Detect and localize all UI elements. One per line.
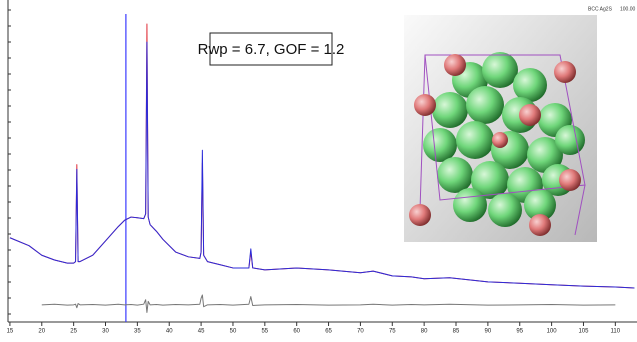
- x-tick-label: 100: [547, 329, 558, 335]
- chart: 15 20 25 30 35 40 45 50 55 60 65 70 75 80 85 90 95 100 105…: [0, 0, 637, 337]
- x-tick-label: 90: [485, 329, 492, 335]
- x-tick-label: 20: [38, 329, 45, 335]
- x-tick-label: 75: [389, 329, 396, 335]
- x-tick-label: 45: [198, 329, 205, 335]
- x-tick-label: 30: [102, 329, 109, 335]
- x-tick-label: 60: [293, 329, 300, 335]
- x-tick-label: 15: [7, 329, 14, 335]
- page: {"chart_data": { "type": "line", "annota…: [0, 0, 637, 337]
- x-tick-label: 80: [421, 329, 428, 335]
- series-line: [42, 295, 616, 312]
- x-tick-label: 50: [230, 329, 237, 335]
- x-tick-label: 70: [357, 329, 364, 335]
- x-tick-label: 85: [453, 329, 460, 335]
- x-tick-label: 40: [166, 329, 173, 335]
- structure-inset: [404, 15, 597, 242]
- annotation: Rwp = 6.7, GOF = 1.2: [198, 41, 345, 58]
- x-tick-label: 110: [611, 329, 621, 335]
- phase-label: BCC Ag2S: [588, 6, 613, 12]
- x-tick-label: 25: [70, 329, 77, 335]
- x-tick-label: 55: [261, 329, 268, 335]
- x-tick-label: 65: [325, 329, 332, 335]
- phase-scale: 100.00: [620, 6, 636, 12]
- x-tick-label: 35: [134, 329, 141, 335]
- x-tick-label: 105: [578, 329, 589, 335]
- x-tick-label: 95: [516, 329, 523, 335]
